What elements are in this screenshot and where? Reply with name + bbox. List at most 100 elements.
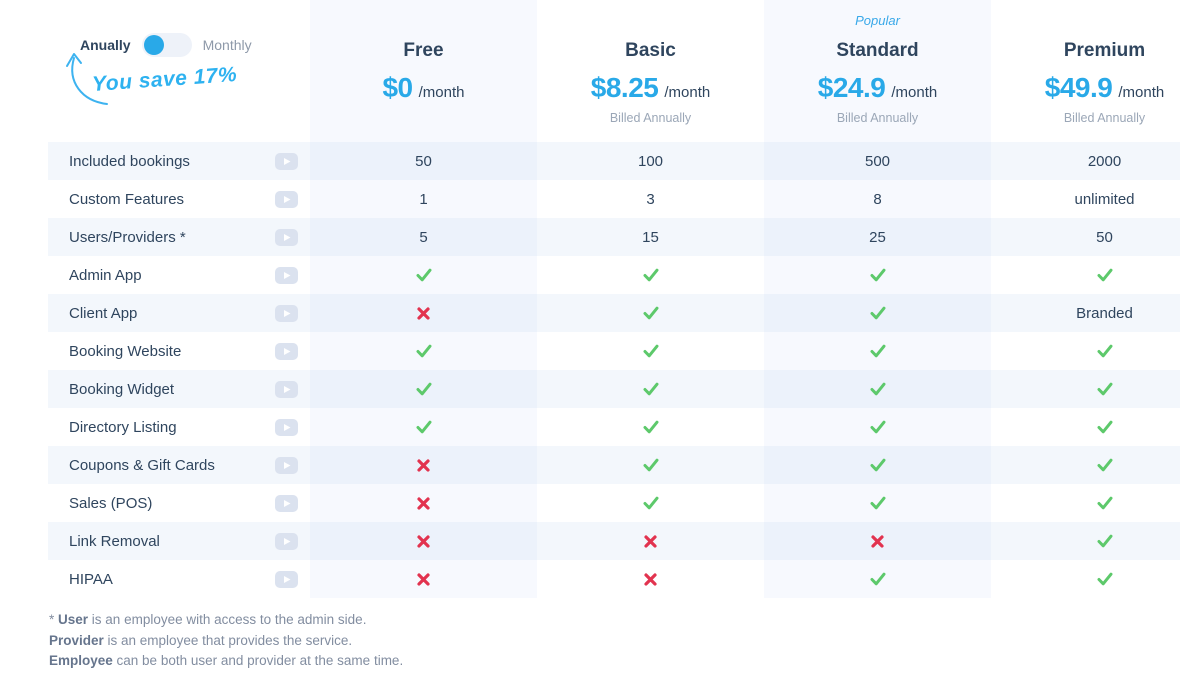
plan-name: Free — [403, 40, 444, 61]
video-tutorial-button[interactable] — [275, 532, 298, 550]
toggle-knob — [143, 35, 164, 55]
plan-value-cell-standard: 8 — [764, 180, 991, 218]
billed-note: Billed Annually — [836, 111, 919, 125]
plan-value-cell-standard — [764, 294, 991, 332]
feature-row: Users/Providers * 5 15 25 50 — [48, 218, 1180, 256]
pricing-table: Anually Monthly You save 17% Free $0 /mo… — [48, 0, 1180, 598]
check-icon — [1097, 458, 1112, 472]
plan-value-cell-basic — [537, 370, 764, 408]
plan-header-basic: Basic $8.25 /month Billed Annually — [537, 0, 764, 142]
plans-header-row: Anually Monthly You save 17% Free $0 /mo… — [48, 0, 1180, 142]
plan-value-cell-basic — [537, 408, 764, 446]
plan-value-cell-premium — [991, 560, 1180, 598]
check-icon — [643, 382, 658, 396]
plan-header-standard: Popular Standard $24.9 /month Billed Ann… — [764, 0, 991, 142]
feature-label: Users/Providers * — [69, 228, 186, 246]
check-icon — [1097, 420, 1112, 434]
billing-period-toggle[interactable] — [141, 33, 192, 57]
plan-name: Standard — [836, 40, 919, 61]
video-tutorial-button[interactable] — [275, 342, 298, 360]
feature-rows: Included bookings 50 100 500 2000 Custom… — [48, 142, 1180, 598]
youtube-play-icon — [275, 456, 298, 474]
plan-value-cell-basic — [537, 560, 764, 598]
feature-row: Booking Widget — [48, 370, 1180, 408]
feature-row: Sales (POS) — [48, 484, 1180, 522]
feature-row: Included bookings 50 100 500 2000 — [48, 142, 1180, 180]
video-tutorial-button[interactable] — [275, 228, 298, 246]
feature-label-cell: Booking Website — [48, 332, 310, 370]
youtube-play-icon — [275, 304, 298, 322]
plan-value-cell-free — [310, 256, 537, 294]
video-tutorial-button[interactable] — [275, 494, 298, 512]
plan-value-cell-basic — [537, 256, 764, 294]
video-tutorial-button[interactable] — [275, 456, 298, 474]
plan-value-cell-free: 5 — [310, 218, 537, 256]
plan-value-cell-free — [310, 332, 537, 370]
youtube-play-icon — [275, 532, 298, 550]
check-icon — [643, 458, 658, 472]
feature-label: Custom Features — [69, 190, 185, 208]
popular-badge: Popular — [855, 13, 900, 28]
plan-value-cell-standard — [764, 332, 991, 370]
video-tutorial-button[interactable] — [275, 304, 298, 322]
plan-value-cell-standard — [764, 370, 991, 408]
monthly-label[interactable]: Monthly — [202, 37, 252, 53]
plan-period: /month — [664, 84, 711, 101]
cross-icon — [417, 534, 430, 548]
cross-icon — [417, 572, 430, 586]
plan-value-cell-free — [310, 446, 537, 484]
plan-value-cell-basic — [537, 446, 764, 484]
feature-label: Link Removal — [69, 532, 160, 550]
cross-icon — [417, 306, 430, 320]
check-icon — [643, 496, 658, 510]
cross-icon — [871, 534, 884, 548]
plan-period: /month — [891, 84, 938, 101]
billed-note: Billed Annually — [609, 111, 692, 125]
curved-arrow-icon — [66, 53, 108, 105]
feature-label: Directory Listing — [69, 418, 177, 436]
video-tutorial-button[interactable] — [275, 418, 298, 436]
plan-value-cell-free — [310, 522, 537, 560]
youtube-play-icon — [275, 228, 298, 246]
plan-value-cell-premium — [991, 522, 1180, 560]
plan-value-cell-premium — [991, 484, 1180, 522]
plan-value-cell-premium: 50 — [991, 218, 1180, 256]
video-tutorial-button[interactable] — [275, 380, 298, 398]
feature-label-cell: Directory Listing — [48, 408, 310, 446]
cross-icon — [417, 496, 430, 510]
feature-row: Coupons & Gift Cards — [48, 446, 1180, 484]
video-tutorial-button[interactable] — [275, 266, 298, 284]
video-tutorial-button[interactable] — [275, 570, 298, 588]
plan-period: /month — [1118, 84, 1165, 101]
plan-value-cell-premium — [991, 332, 1180, 370]
plan-value-cell-premium — [991, 446, 1180, 484]
plan-value-cell-standard: 500 — [764, 142, 991, 180]
plan-value-cell-basic — [537, 522, 764, 560]
youtube-play-icon — [275, 152, 298, 170]
video-tutorial-button[interactable] — [275, 152, 298, 170]
check-icon — [643, 420, 658, 434]
check-icon — [416, 344, 431, 358]
annually-label[interactable]: Anually — [80, 37, 131, 53]
plan-value-cell-free — [310, 294, 537, 332]
footnote-provider: Provider is an employee that provides th… — [49, 632, 353, 648]
check-icon — [416, 420, 431, 434]
feature-row: Booking Website — [48, 332, 1180, 370]
plan-value-cell-premium: unlimited — [991, 180, 1180, 218]
plan-header-premium: Premium $49.9 /month Billed Annually — [991, 0, 1180, 142]
video-tutorial-button[interactable] — [275, 190, 298, 208]
youtube-play-icon — [275, 380, 298, 398]
feature-label: Included bookings — [69, 152, 190, 170]
plan-value-cell-premium — [991, 256, 1180, 294]
feature-label: Booking Widget — [69, 380, 175, 398]
plan-name: Premium — [1063, 40, 1146, 61]
footnotes: * User is an employee with access to the… — [49, 610, 1180, 672]
youtube-play-icon — [275, 342, 298, 360]
feature-label-cell: Sales (POS) — [48, 484, 310, 522]
feature-row: HIPAA — [48, 560, 1180, 598]
feature-row: Directory Listing — [48, 408, 1180, 446]
feature-label-cell: Coupons & Gift Cards — [48, 446, 310, 484]
cross-icon — [417, 458, 430, 472]
plan-value-cell-premium — [991, 370, 1180, 408]
check-icon — [1097, 382, 1112, 396]
